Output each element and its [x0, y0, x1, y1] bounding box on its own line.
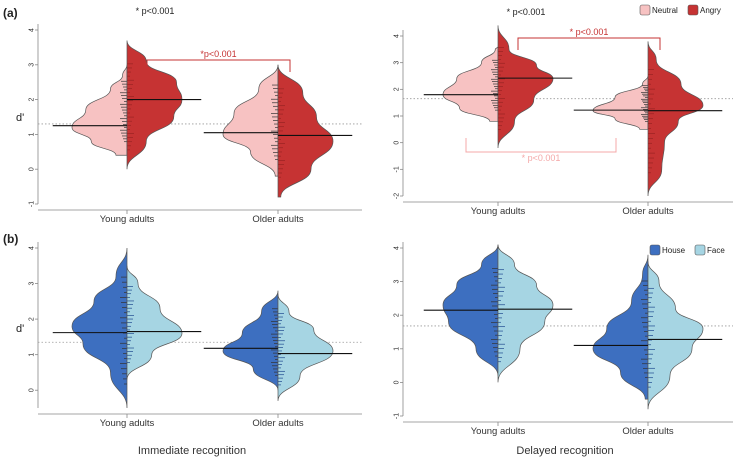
y-tick-label: -1: [394, 413, 401, 419]
y-tick-label: 1: [394, 114, 401, 118]
violin-angry-older: [277, 64, 334, 198]
x-tick-label: Older adults: [622, 426, 673, 437]
violin-face-older: [647, 261, 704, 410]
panel-b-immediate: 0 1 2 3 4 d' Young adults Older adults: [16, 242, 362, 429]
significance-bracket: [465, 138, 617, 153]
significance-label: * p<0.001: [570, 27, 609, 37]
legend-label-face: Face: [707, 246, 725, 255]
y-tick-label: 0: [394, 141, 401, 145]
violin-neutral-young: [442, 46, 499, 122]
legend-emotion: Neutral Angry: [639, 4, 721, 16]
panel-a-delayed: -2 -1 0 1 2 3 4 Young adults Older adults * p<0.0…: [394, 7, 733, 217]
legend-label-angry: Angry: [700, 6, 721, 15]
violin-face-young: [497, 244, 554, 383]
violin-angry-older: [647, 41, 704, 197]
legend-swatch-house: [649, 244, 661, 256]
violin-neutral-older: [222, 64, 279, 177]
violin-angry-young: [497, 25, 554, 149]
violin-house-older: [222, 290, 279, 391]
y-axis-label: d': [16, 112, 24, 124]
y-tick-label: 0: [29, 167, 36, 171]
x-tick-label: Young adults: [100, 418, 155, 429]
significance-label: * p<0.001: [136, 6, 175, 16]
y-tick-label: 3: [29, 282, 36, 286]
x-tick-label: Older adults: [252, 418, 303, 429]
violin-house-older: [592, 254, 649, 400]
y-tick-label: 3: [394, 61, 401, 65]
y-tick-label: 3: [394, 280, 401, 284]
y-tick-label: -1: [29, 201, 36, 207]
y-axis-label: d': [16, 323, 24, 335]
violin-neutral-older: [592, 75, 649, 130]
y-tick-label: -1: [394, 166, 401, 172]
y-tick-label: -2: [394, 193, 401, 199]
x-tick-label: Older adults: [252, 214, 303, 225]
y-tick-label: 2: [394, 87, 401, 91]
significance-bracket: [146, 59, 291, 72]
violin-face-young: [126, 265, 183, 380]
y-tick-label: 3: [29, 63, 36, 67]
y-tick-label: 1: [394, 347, 401, 351]
caption-immediate: Immediate recognition: [138, 445, 246, 457]
legend-label-neutral: Neutral: [652, 6, 678, 15]
panel-b-delayed: -1 0 1 2 3 4 Young adults Older adults: [394, 242, 733, 437]
row-label-b: (b): [3, 232, 18, 246]
y-tick-label: 1: [29, 353, 36, 357]
y-tick-label: 0: [29, 388, 36, 392]
y-tick-label: 2: [394, 313, 401, 317]
y-tick-label: 4: [29, 28, 36, 32]
legend-swatch-neutral: [639, 4, 651, 16]
y-tick-label: 2: [29, 317, 36, 321]
y-tick-label: 1: [29, 132, 36, 136]
panel-a-immediate: -1 0 1 2 3 4 d' Young adults Older adults * p<0.0…: [16, 6, 362, 225]
x-tick-label: Young adults: [471, 206, 526, 217]
significance-label: * p<0.001: [522, 153, 561, 163]
violin-face-older: [277, 294, 334, 401]
chart-panels: -1 0 1 2 3 4 d' Young adults Older adults * p<0.0…: [16, 6, 733, 437]
x-tick-label: Young adults: [471, 426, 526, 437]
y-tick-label: 4: [394, 246, 401, 250]
legend-swatch-angry: [687, 4, 699, 16]
y-tick-label: 4: [29, 246, 36, 250]
significance-label: * p<0.001: [507, 7, 546, 17]
y-tick-label: 2: [29, 98, 36, 102]
significance-label: *p<0.001: [200, 49, 236, 59]
x-tick-label: Older adults: [622, 206, 673, 217]
significance-bracket: [517, 37, 661, 50]
x-tick-label: Young adults: [100, 214, 155, 225]
legend-category: House Face: [649, 244, 725, 256]
legend-label-house: House: [662, 246, 686, 255]
y-tick-label: 4: [394, 34, 401, 38]
legend-swatch-face: [694, 244, 706, 256]
row-label-a: (a): [3, 6, 18, 20]
y-tick-label: 0: [394, 380, 401, 384]
violin-house-young: [71, 247, 128, 409]
violin-neutral-young: [71, 64, 128, 156]
caption-delayed: Delayed recognition: [516, 445, 613, 457]
